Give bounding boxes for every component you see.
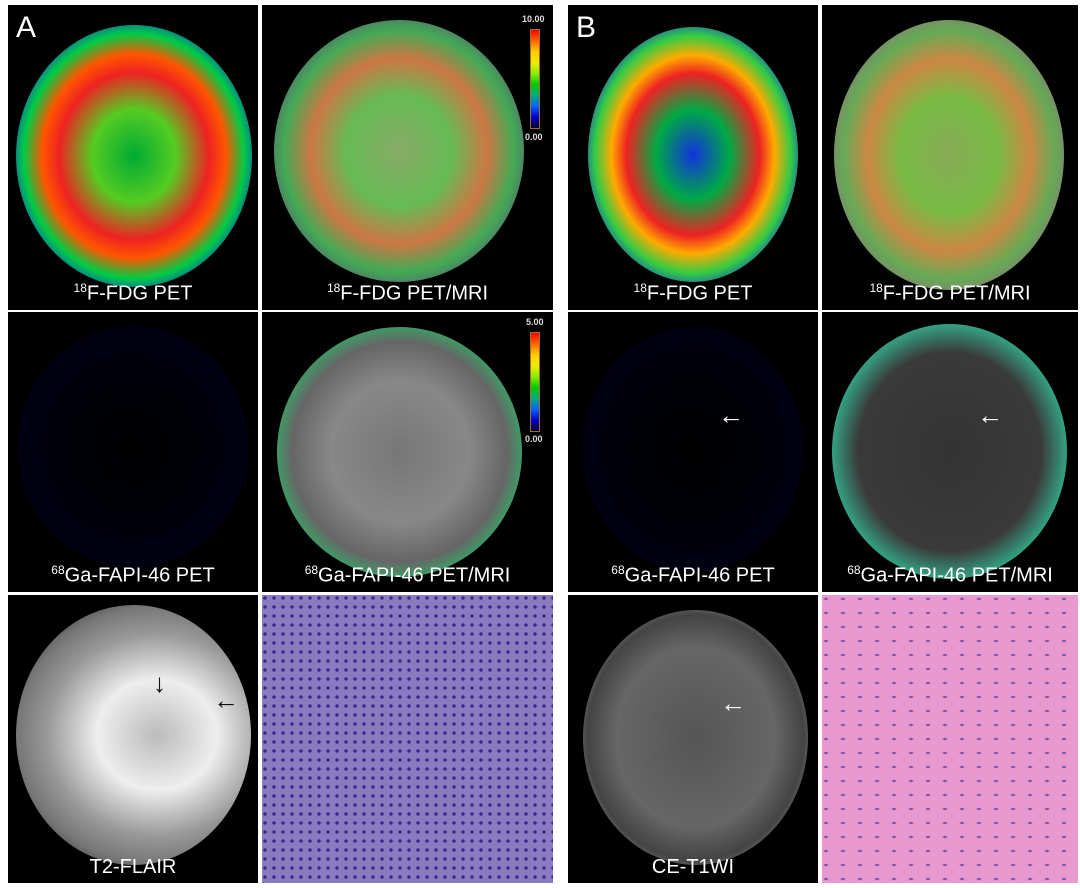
fapi-pet-mri-image-a: 5.00 0.00 68Ga-FAPI-46 PET/MRI xyxy=(262,312,553,592)
label-fdg-pet-mri: 18F-FDG PET/MRI xyxy=(326,281,489,305)
label-fdg-pet-mri: 18F-FDG PET/MRI xyxy=(869,281,1031,305)
panel-letter: A xyxy=(16,11,37,44)
fdg-pet-mri-image-b: 18F-FDG PET/MRI xyxy=(822,5,1078,310)
label-fdg-pet: 18F-FDG PET xyxy=(633,281,753,305)
label-fapi-pet: 68Ga-FAPI-46 PET xyxy=(611,563,775,587)
fapi-pet-image-a: 68Ga-FAPI-46 PET xyxy=(8,312,258,592)
t2-flair-image: ↓ ← T2-FLAIR xyxy=(8,595,258,883)
fdg-pet-image-b: B 18F-FDG PET xyxy=(568,5,818,310)
panel-letter: B xyxy=(576,11,597,44)
fdg-pet-mri-image-a: 10.00 0.00 18F-FDG PET/MRI xyxy=(262,5,553,310)
fapi-pet-image-b: ← 68Ga-FAPI-46 PET xyxy=(568,312,818,592)
histology-image-b xyxy=(822,595,1078,883)
arrow-left-icon: ← xyxy=(977,400,1003,430)
label-fdg-pet: 18F-FDG PET xyxy=(73,281,193,305)
label-fapi-pet-mri: 68Ga-FAPI-46 PET/MRI xyxy=(847,563,1053,587)
arrow-left-icon: ← xyxy=(720,688,746,718)
ce-t1wi-image: ← CE-T1WI xyxy=(568,595,818,883)
colorbar-max: 5.00 xyxy=(526,317,544,327)
label-fapi-pet: 68Ga-FAPI-46 PET xyxy=(51,563,215,587)
histology-image-a xyxy=(262,595,553,883)
colorbar-min: 0.00 xyxy=(525,132,543,142)
label-fapi-pet-mri: 68Ga-FAPI-46 PET/MRI xyxy=(304,563,511,587)
panel-b: B 18F-FDG PET 18F-FDG PET/MRI ← 68Ga-FAP… xyxy=(568,5,1078,883)
arrow-left-icon: ← xyxy=(213,685,239,715)
fdg-pet-image-a: A 18F-FDG PET xyxy=(8,5,258,310)
label-ce-t1wi: CE-T1WI xyxy=(651,856,735,878)
panel-a: A 18F-FDG PET 10.00 0.00 18F-FDG PET/MRI… xyxy=(8,5,553,883)
fapi-pet-mri-image-b: ← 68Ga-FAPI-46 PET/MRI xyxy=(822,312,1078,592)
arrow-down-icon: ↓ xyxy=(153,668,166,698)
colorbar-max: 10.00 xyxy=(522,14,545,24)
label-t2-flair: T2-FLAIR xyxy=(89,856,177,878)
arrow-left-icon: ← xyxy=(718,400,744,430)
colorbar-min: 0.00 xyxy=(525,434,543,444)
